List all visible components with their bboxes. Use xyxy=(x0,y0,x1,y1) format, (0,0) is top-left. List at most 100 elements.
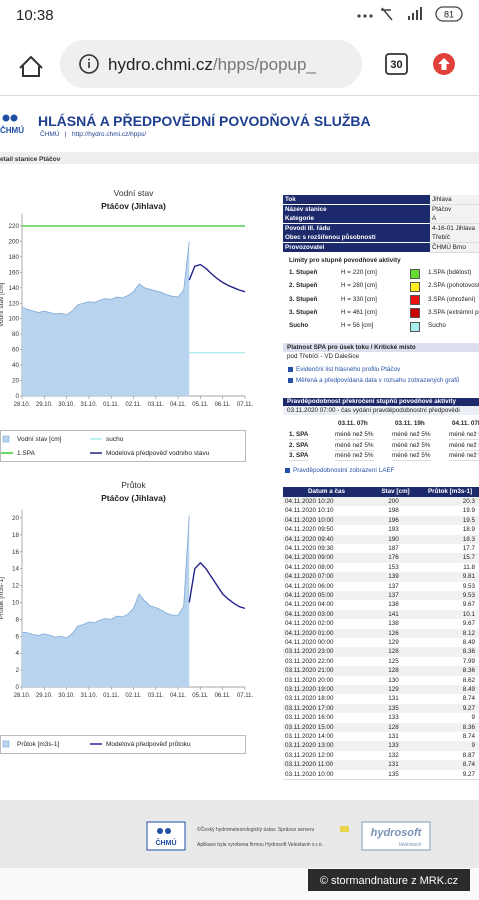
url: hydro.chmi.cz/hpps/popup_ xyxy=(108,55,316,74)
url-path: /hpps/popup_ xyxy=(213,55,317,74)
limit-label: 2.SPA (pohotovost) xyxy=(428,282,479,290)
legend-swatch xyxy=(2,740,10,748)
tab-count: 30 xyxy=(390,59,402,71)
y-tick-label: 220 xyxy=(8,223,19,230)
y-tick-label: 120 xyxy=(8,300,19,307)
chart-title: Vodní stav xyxy=(114,188,154,198)
info-value: Ptáčov xyxy=(430,204,479,215)
limit-color xyxy=(410,321,420,332)
link[interactable]: Pravděpodobnostní zobrazení LAEF xyxy=(293,467,395,474)
page-title: HLÁSNÁ A PŘEDPOVĚDNÍ POVODŇOVÁ SLUŽBA xyxy=(38,112,371,129)
limits-title: Limity pro stupně povodňové aktivity xyxy=(289,257,401,264)
info-value: A xyxy=(430,214,479,225)
limit-color xyxy=(410,281,420,292)
limit-label: 1.SPA (bdělost) xyxy=(428,269,472,276)
legend-label: Modelová předpověď vodního stavu xyxy=(106,450,210,457)
x-tick-label: 05.11. xyxy=(192,693,209,699)
y-tick-label: 12 xyxy=(12,583,20,590)
probability-cell: méně než 5% xyxy=(449,441,479,451)
limit-level: 3. Stupeň xyxy=(289,295,318,303)
status-icons xyxy=(357,7,422,21)
chart-subtitle: Ptáčov (Jihlava) xyxy=(101,493,166,503)
y-tick-label: 8 xyxy=(15,616,19,623)
y-tick-label: 60 xyxy=(12,347,20,354)
hydrosoft-text: hydrosoft xyxy=(371,827,423,839)
limit-height: H = 220 [cm] xyxy=(341,269,377,276)
legend-label: Modelová předpověď průtoku xyxy=(106,740,191,748)
x-tick-label: 31.10. xyxy=(81,693,98,699)
limit-level: 1. Stupeň xyxy=(289,269,318,276)
limit-label: 3.SPA (ohrožení) xyxy=(428,295,476,303)
probability-level: 1. SPA xyxy=(289,431,309,440)
probability-column: 03.11. 07h xyxy=(338,420,368,427)
limit-level: Sucho xyxy=(289,322,309,330)
probability-cell: méně než 5% xyxy=(449,451,479,461)
legend-frame xyxy=(0,430,246,462)
validity-title: Platnost SPA pro úsek toku / Kritické mí… xyxy=(283,343,479,352)
x-tick-label: 05.11. xyxy=(192,402,209,408)
validity-text: pod Třebíčí - VD Dalešice xyxy=(287,353,359,360)
y-tick-label: 40 xyxy=(12,362,20,369)
url-host: hydro.chmi.cz xyxy=(108,55,213,74)
legend-label: Vodní stav [cm] xyxy=(17,436,62,443)
x-tick-label: 02.11. xyxy=(125,402,142,408)
x-tick-label: 31.10. xyxy=(81,402,98,408)
x-tick-label: 03.11. xyxy=(148,402,165,408)
x-tick-label: 30.10. xyxy=(58,693,75,699)
legend-label: Průtok [m3s-1] xyxy=(17,740,59,748)
y-tick-label: 80 xyxy=(12,331,20,338)
probability-level: 2. SPA xyxy=(289,441,309,451)
site-info[interactable] xyxy=(79,54,99,74)
probability-cell: méně než 5% xyxy=(392,452,431,461)
y-tick-label: 160 xyxy=(8,269,19,276)
table-cell: 9.27 xyxy=(421,769,479,780)
probability-title: Pravděpodobnost překročení stupňů povodň… xyxy=(283,398,479,406)
table-cell: 135 xyxy=(370,769,422,780)
link-icon xyxy=(285,468,290,473)
limit-level: 2. Stupeň xyxy=(289,282,318,290)
probability-cell: méně než 5% xyxy=(335,441,374,451)
x-tick-label: 30.10. xyxy=(58,402,75,408)
y-tick-label: 20 xyxy=(12,515,20,522)
y-axis-label: Vodní stav [cm] xyxy=(0,282,5,327)
info-value: ČHMÚ Brno xyxy=(430,243,479,253)
footer-logo-text: ČHMÚ xyxy=(156,838,177,847)
y-tick-label: 10 xyxy=(12,599,20,606)
watermark-bg xyxy=(308,869,470,891)
chart-title: Průtok xyxy=(121,480,146,490)
tabs-button[interactable] xyxy=(385,53,408,75)
y-tick-label: 2 xyxy=(15,667,19,674)
footer-line: ©Český hydrometeorologický ústav. Správc… xyxy=(197,826,314,833)
probability-cell: méně než 5% xyxy=(449,430,479,440)
probability-cell: méně než 5% xyxy=(335,431,374,440)
home-button[interactable] xyxy=(19,55,43,77)
y-tick-label: 20 xyxy=(12,378,20,385)
table-header: Stav [cm] xyxy=(370,487,422,497)
logo-text: ČHMÚ xyxy=(0,126,24,135)
limit-height: H = 280 [cm] xyxy=(341,282,377,290)
legend-swatch xyxy=(2,435,10,443)
probability-level: 3. SPA xyxy=(289,452,309,461)
x-tick-label: 04.11. xyxy=(170,402,187,408)
y-tick-label: 100 xyxy=(8,316,19,323)
y-tick-label: 16 xyxy=(12,549,20,556)
y-tick-label: 18 xyxy=(12,532,20,539)
probability-cell: méně než 5% xyxy=(392,441,431,451)
x-tick-label: 01.11. xyxy=(103,402,120,408)
address-bar[interactable] xyxy=(60,40,362,88)
y-tick-label: 200 xyxy=(8,238,19,245)
footer-line: Aplikace byla vyrobena firmou Hydrosoft … xyxy=(197,842,323,848)
link[interactable]: Měřená a předpovídaná data v rozsahu zob… xyxy=(296,377,460,384)
y-tick-label: 14 xyxy=(12,566,20,573)
y-axis-label: Průtok [m3s-1] xyxy=(0,577,5,619)
limit-label: Sucho xyxy=(428,322,446,330)
limit-level: 3. Stupeň xyxy=(289,308,318,316)
area-outline xyxy=(21,241,190,316)
link[interactable]: Evidenční list hlásného profilu Ptáčov xyxy=(296,366,401,373)
x-tick-label: 02.11. xyxy=(125,693,142,699)
y-tick-label: 4 xyxy=(15,650,19,657)
limit-color xyxy=(410,268,420,279)
